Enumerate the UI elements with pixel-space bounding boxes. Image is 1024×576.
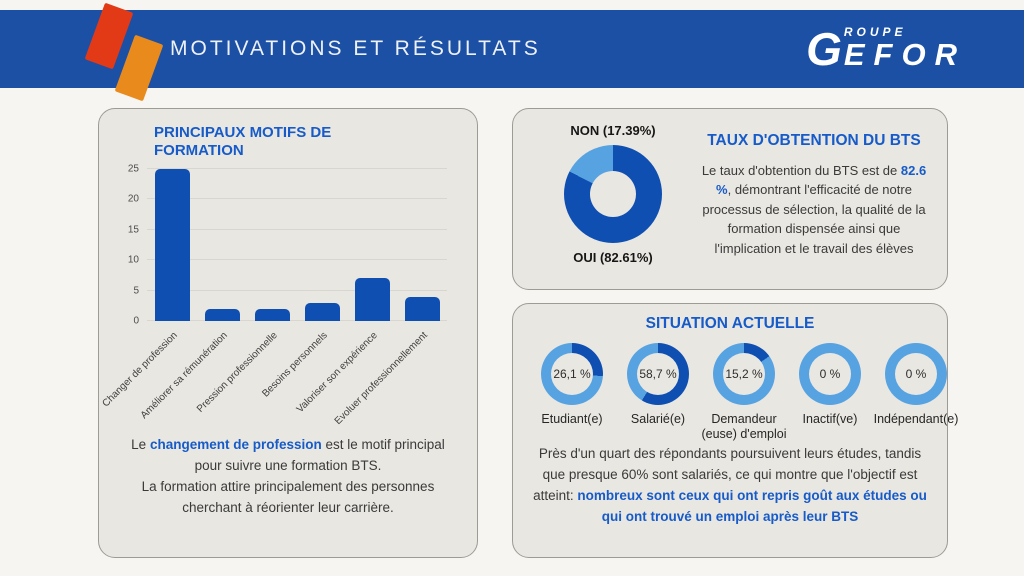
gauge-label: Indépendant(e)	[873, 411, 959, 426]
caption-text: Le	[131, 437, 150, 452]
motifs-caption: Le changement de profession est le motif…	[117, 435, 459, 519]
bar	[154, 169, 190, 321]
bts-paragraph: Le taux d'obtention du BTS est de 82.6 %…	[701, 161, 927, 259]
x-label-slot: Evoluer professionnellement	[333, 321, 447, 427]
decorative-orange-shape	[114, 34, 164, 102]
logo-letter-g: G	[806, 23, 842, 75]
caption-line2: La formation attire principalement des p…	[141, 478, 435, 515]
caption-highlight: changement de profession	[149, 437, 322, 452]
bts-donut-chart	[564, 145, 662, 243]
gauge-ring-chart: 58,7 %	[627, 342, 689, 405]
gridline	[147, 320, 447, 321]
gauge-value: 26,1 %	[553, 366, 591, 381]
gauge-label: Inactif(ve)	[802, 411, 858, 426]
x-axis-label: Changer de profession	[100, 330, 180, 410]
y-tick-label: 25	[127, 163, 139, 175]
donut-label-oui: OUI (82.61%)	[573, 250, 653, 265]
gauge-value: 0 %	[905, 366, 927, 381]
gauge-hole: 26,1 %	[551, 352, 593, 395]
logo-roupe-text: ROUPE	[843, 25, 907, 39]
motifs-panel: PRINCIPAUX MOTIFS DE FORMATION 0 5 10 15 20 2…	[98, 108, 478, 558]
bar	[304, 302, 340, 321]
bar-slot	[247, 169, 297, 321]
situation-gauge: 0 % Inactif(ve)	[787, 342, 873, 443]
motifs-bar-plot	[147, 168, 447, 321]
bts-panel: NON (17.39%) OUI (82.61%) TAUX D'OBTENTI…	[512, 108, 948, 290]
bts-donut-column: NON (17.39%) OUI (82.61%)	[527, 119, 699, 279]
bar-slot	[197, 169, 247, 321]
bts-text: Le taux d'obtention du BTS est de	[701, 162, 901, 178]
situation-paragraph: Près d'un quart des répondants poursuive…	[529, 444, 931, 528]
gauge-ring-chart: 26,1 %	[541, 342, 603, 405]
gauge-hole: 15,2 %	[723, 352, 765, 395]
y-tick-label: 10	[127, 254, 139, 266]
situation-gauges-row: 26,1 % Etudiant(e) 58,7 % Salarié(e) 15,2 % D…	[529, 342, 958, 443]
donut-label-non: NON (17.39%)	[570, 123, 656, 138]
gridline	[147, 228, 447, 230]
bar	[404, 296, 440, 321]
gauge-label: Etudiant(e)	[541, 411, 603, 426]
gauge-label: Salarié(e)	[630, 411, 686, 426]
gridline	[147, 259, 447, 261]
motifs-x-axis-labels: Changer de profession Améliorer sa rémuné…	[100, 321, 447, 427]
motifs-panel-title: PRINCIPAUX MOTIFS DE FORMATION	[154, 124, 332, 159]
y-tick-label: 0	[133, 315, 139, 327]
gauge-value: 0 %	[819, 366, 841, 381]
situation-gauge: 58,7 % Salarié(e)	[615, 342, 701, 443]
situation-gauge: 15,2 % Demandeur (euse) d'emploi	[701, 342, 787, 443]
gridline	[147, 289, 447, 291]
gefor-logo: G ROUPE EFOR	[806, 26, 966, 72]
bts-text-column: TAUX D'OBTENTION DU BTS Le taux d'obtent…	[699, 119, 933, 279]
bar-slot	[347, 169, 397, 321]
bts-text-post: , démontrant l'efficacité de notre proce…	[702, 182, 926, 256]
bar	[204, 308, 240, 321]
bts-rate-highlight: 82.6 %	[716, 162, 927, 198]
situation-gauge: 26,1 % Etudiant(e)	[529, 342, 615, 443]
situation-text: Près d'un quart des répondants poursuive…	[533, 445, 922, 503]
gauge-ring-chart: 0 %	[885, 342, 947, 405]
situation-panel: SITUATION ACTUELLE 26,1 % Etudiant(e) 58,7…	[512, 303, 958, 558]
situation-gauge: 0 % Indépendant(e)	[873, 342, 959, 443]
gauge-label: Demandeur (euse) d'emploi	[701, 411, 787, 442]
bar-slot	[397, 169, 447, 321]
gauge-hole: 58,7 %	[637, 352, 679, 395]
gauge-value: 15,2 %	[725, 366, 763, 381]
gridline	[147, 168, 447, 169]
bts-panel-title: TAUX D'OBTENTION DU BTS	[707, 132, 921, 149]
motifs-y-axis: 0 5 10 15 20 25	[117, 164, 147, 327]
page-title: MOTIVATIONS ET RÉSULTATS	[170, 37, 541, 60]
caption-text-post: est le motif principal pour suivre une f…	[194, 437, 445, 473]
y-tick-label: 5	[133, 285, 139, 297]
motifs-bar-chart: 0 5 10 15 20 25	[117, 164, 459, 327]
y-tick-label: 20	[127, 193, 139, 205]
gauge-hole: 0 %	[809, 352, 851, 395]
bts-donut-hole	[590, 171, 636, 217]
situation-panel-title: SITUATION ACTUELLE	[645, 315, 815, 332]
header-band: MOTIVATIONS ET RÉSULTATS G ROUPE EFOR	[0, 2, 1024, 102]
gridline	[147, 198, 447, 200]
motifs-bars-row	[147, 169, 447, 321]
bar-slot	[297, 169, 347, 321]
gauge-value: 58,7 %	[639, 366, 677, 381]
gauge-ring-chart: 0 %	[799, 342, 861, 405]
bar	[354, 278, 390, 321]
bar	[254, 308, 290, 321]
y-tick-label: 15	[127, 224, 139, 236]
situation-highlight: nombreux sont ceux qui ont repris goût a…	[577, 487, 927, 524]
gauge-ring-chart: 15,2 %	[713, 342, 775, 405]
logo-efor-text: EFOR	[843, 37, 966, 72]
bar-slot	[147, 169, 197, 321]
gauge-hole: 0 %	[895, 352, 937, 395]
